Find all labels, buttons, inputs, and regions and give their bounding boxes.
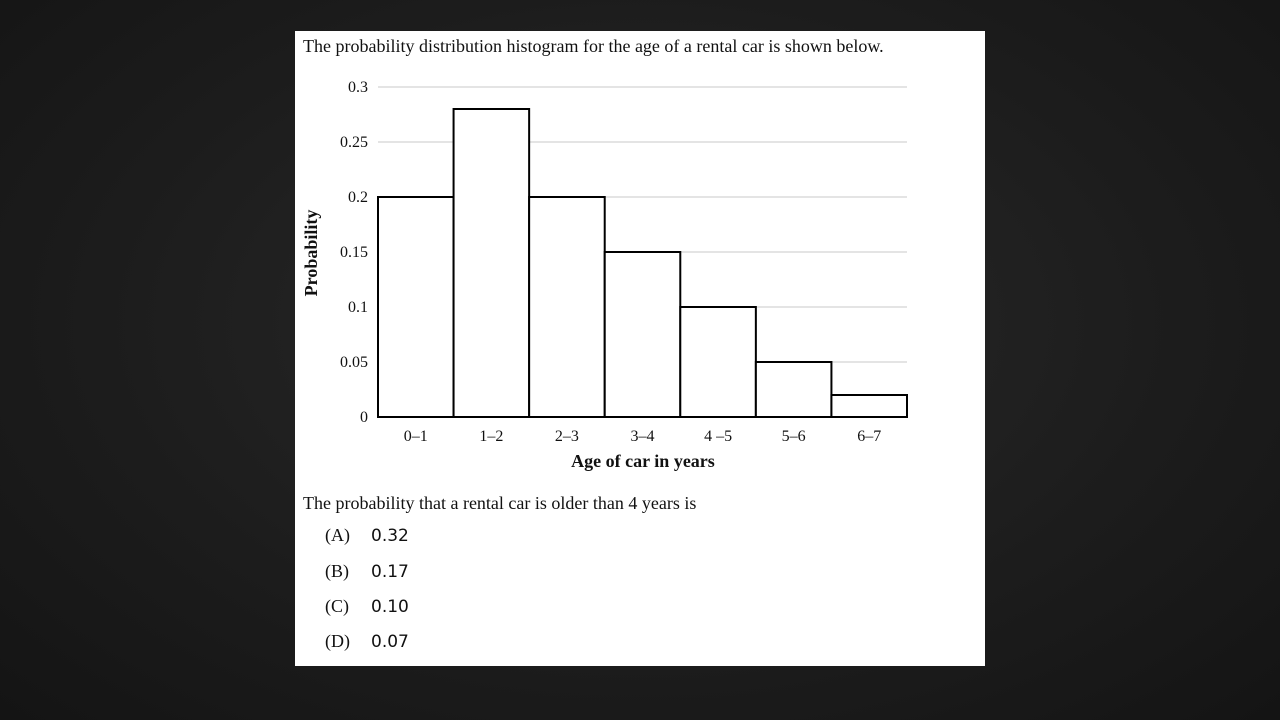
option-value: 0.07 [371, 632, 409, 652]
histogram-bar [754, 361, 833, 418]
x-tick-label: 5–6 [782, 428, 806, 445]
y-tick-label: 0.25 [340, 134, 368, 151]
histogram-bar [452, 108, 531, 418]
option-d[interactable]: (D) 0.07 [325, 631, 409, 652]
option-value: 0.32 [371, 526, 409, 546]
y-tick-label: 0.2 [348, 189, 368, 206]
x-tick-label: 3–4 [631, 428, 655, 445]
x-tick-label: 4 –5 [704, 428, 732, 445]
x-tick-label: 2–3 [555, 428, 579, 445]
option-letter: (D) [325, 631, 350, 651]
histogram-bar [603, 251, 682, 418]
bars [377, 108, 909, 418]
x-tick-label: 6–7 [857, 428, 881, 445]
y-tick-label: 0.15 [340, 244, 368, 261]
x-axis-label: Age of car in years [571, 451, 715, 471]
histogram-chart: 0 0.05 0.1 0.15 0.2 0.25 0.3 0–1 1–2 2–3 3–4 4 –5 5… [301, 79, 909, 471]
option-b[interactable]: (B) 0.17 [325, 561, 409, 582]
option-c[interactable]: (C) 0.10 [325, 596, 409, 617]
option-letter: (A) [325, 525, 350, 545]
option-value: 0.17 [371, 562, 409, 582]
question-text: The probability that a rental car is old… [303, 493, 697, 513]
histogram-bar [528, 196, 606, 418]
x-tick-label: 1–2 [479, 428, 503, 445]
y-tick-label: 0.05 [340, 354, 368, 371]
option-value: 0.10 [371, 597, 409, 617]
y-tick-label: 0.3 [348, 79, 368, 96]
option-letter: (B) [325, 561, 349, 581]
option-letter: (C) [325, 596, 349, 616]
y-tick-label: 0 [360, 409, 368, 426]
y-axis-label: Probability [301, 210, 321, 297]
y-tick-labels: 0 0.05 0.1 0.15 0.2 0.25 0.3 [340, 79, 368, 426]
option-a[interactable]: (A) 0.32 [325, 525, 409, 546]
slide-panel: The probability distribution histogram f… [295, 31, 985, 666]
x-tick-labels: 0–1 1–2 2–3 3–4 4 –5 5–6 6–7 [404, 428, 881, 445]
histogram-bar [830, 394, 909, 418]
x-tick-label: 0–1 [404, 428, 428, 445]
intro-text: The probability distribution histogram f… [303, 36, 884, 56]
y-tick-label: 0.1 [348, 299, 368, 316]
histogram-bar [377, 196, 455, 418]
histogram-bar [679, 306, 757, 418]
